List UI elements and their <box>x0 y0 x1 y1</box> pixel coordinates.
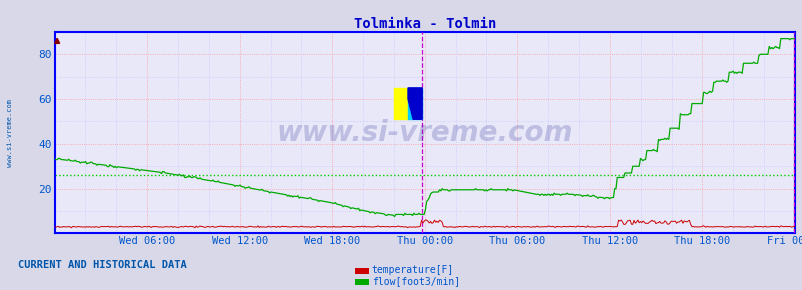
Title: Tolminka - Tolmin: Tolminka - Tolmin <box>353 17 496 31</box>
Bar <box>393 88 407 119</box>
Text: www.si-vreme.com: www.si-vreme.com <box>276 119 573 147</box>
Text: www.si-vreme.com: www.si-vreme.com <box>7 99 14 167</box>
Text: temperature[F]: temperature[F] <box>371 265 453 275</box>
Text: flow[foot3/min]: flow[foot3/min] <box>371 276 460 286</box>
Polygon shape <box>407 88 422 119</box>
Text: CURRENT AND HISTORICAL DATA: CURRENT AND HISTORICAL DATA <box>18 260 186 270</box>
Bar <box>393 88 407 119</box>
Polygon shape <box>407 88 422 119</box>
